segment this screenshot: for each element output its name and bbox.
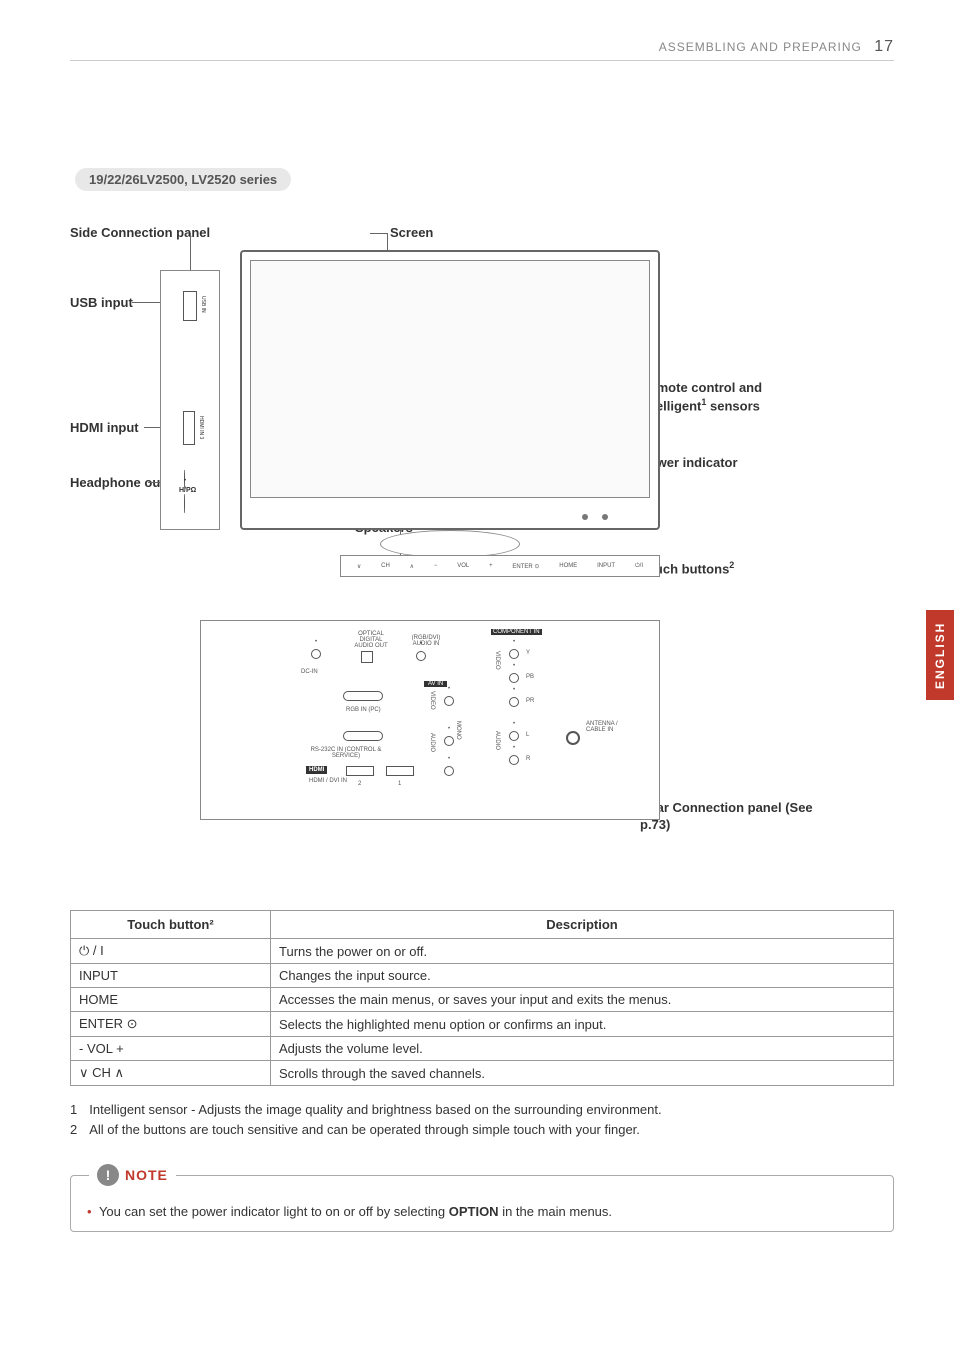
component-audio-label: AUDIO <box>494 731 500 750</box>
avin-audio-label: AUDIO <box>429 733 435 752</box>
component-video-label: VIDEO <box>494 651 500 670</box>
note-badge: ! NOTE <box>89 1164 176 1186</box>
hdmi-dvi-label: HDMI / DVI IN <box>309 778 347 784</box>
usb-port-label: USB IN <box>200 296 206 313</box>
touch-home: HOME <box>559 563 577 569</box>
table-row: INPUTChanges the input source. <box>71 964 894 988</box>
dc-in-port <box>311 649 321 659</box>
rgb-in-label: RGB IN (PC) <box>346 707 381 713</box>
callout-line <box>132 302 160 303</box>
antenna-label: ANTENNA / CABLE IN <box>586 721 636 733</box>
header-rule <box>70 60 894 61</box>
label-screen: Screen <box>390 225 433 240</box>
tv-front <box>240 250 660 530</box>
avin-mono-label: MONO <box>455 721 461 740</box>
footnotes: 1 Intelligent sensor - Adjusts the image… <box>70 1100 894 1139</box>
hdmi-port-2 <box>346 766 374 778</box>
headphone-label: H/PΩ <box>179 487 196 494</box>
table-row: ∨ CH ∧Scrolls through the saved channels… <box>71 1061 894 1086</box>
rgbdvi-audio-label: (RGB/DVI) AUDIO IN <box>406 635 446 647</box>
section-title: ASSEMBLING AND PREPARING <box>659 40 862 54</box>
language-tab: ENGLISH <box>926 610 954 700</box>
power-indicator-icon <box>602 514 608 520</box>
component-pb-label: PB <box>526 674 534 680</box>
avin-audio-r-port <box>444 766 454 776</box>
footnote-2: 2 All of the buttons are touch sensitive… <box>70 1120 894 1140</box>
footnote-1: 1 Intelligent sensor - Adjusts the image… <box>70 1100 894 1120</box>
side-connection-panel: USB IN HDMI IN 3 H/PΩ <box>160 270 220 530</box>
table-header-button: Touch button² <box>71 911 271 939</box>
component-pb-port <box>509 673 519 683</box>
rgbdvi-audio-port <box>416 651 426 661</box>
tv-diagram: Side Connection panel USB input HDMI inp… <box>70 220 894 840</box>
tv-screen <box>250 260 650 498</box>
note-text: • You can set the power indicator light … <box>87 1204 877 1219</box>
label-hdmi: HDMI input <box>70 420 139 435</box>
bullet-icon: • <box>87 1204 92 1219</box>
optical-port <box>361 651 373 665</box>
rs232-label: RS-232C IN (CONTROL & SERVICE) <box>301 747 391 759</box>
avin-label: AV IN <box>424 681 447 687</box>
antenna-port <box>566 731 580 747</box>
hdmi-logo: HDMI <box>306 766 327 774</box>
component-y-port <box>509 649 519 659</box>
component-r-port <box>509 755 519 765</box>
touch-power: ⏻/I <box>635 563 643 570</box>
component-r-label: R <box>526 756 530 762</box>
rgb-in-port <box>343 691 383 703</box>
usb-port-icon <box>183 291 197 321</box>
table-header-description: Description <box>271 911 894 939</box>
component-label: COMPONENT IN <box>491 629 542 635</box>
component-pr-port <box>509 697 519 707</box>
touch-vol-label: VOL <box>457 563 469 569</box>
touch-ch-label: CH <box>381 563 390 569</box>
avin-video-label: VIDEO <box>429 691 435 710</box>
table-row: - VOL +Adjusts the volume level. <box>71 1037 894 1061</box>
dc-in-label: DC-IN <box>301 669 318 675</box>
note-box: ! NOTE • You can set the power indicator… <box>70 1175 894 1232</box>
label-usb: USB input <box>70 295 133 310</box>
touch-ch-down: ∨ <box>357 563 361 570</box>
hdmi-port-icon <box>183 411 195 445</box>
component-l-label: L <box>526 732 529 738</box>
rs232-port <box>343 731 383 743</box>
touch-button-bar: ∨ CH ∧ − VOL + ENTER ⊙ HOME INPUT ⏻/I <box>340 555 660 577</box>
component-l-port <box>509 731 519 741</box>
remote-sensor-icon <box>582 514 588 520</box>
label-rear: Rear Connection panel (See p.73) <box>640 800 840 834</box>
tv-stand <box>380 530 520 558</box>
hdmi-2-label: 2 <box>358 781 361 787</box>
page-number: 17 <box>874 38 894 55</box>
touch-button-table: Touch button² Description ⏻ / ITurns the… <box>70 910 894 1086</box>
hdmi-1-label: 1 <box>398 781 401 787</box>
rear-connection-panel: DC-IN OPTICAL DIGITAL AUDIO OUT (RGB/DVI… <box>200 620 660 820</box>
touch-vol-up: + <box>489 563 493 569</box>
callout-line <box>190 233 191 270</box>
touch-vol-down: − <box>434 563 438 569</box>
hdmi-port-label: HDMI IN 3 <box>198 416 204 439</box>
touch-ch-up: ∧ <box>410 563 414 570</box>
component-pr-label: PR <box>526 698 534 704</box>
callout-line <box>370 233 387 234</box>
touch-input: INPUT <box>597 563 615 569</box>
series-badge: 19/22/26LV2500, LV2520 series <box>75 168 291 191</box>
label-remote: Remote control and intelligent1 sensors <box>640 380 820 415</box>
table-row: ⏻ / ITurns the power on or off. <box>71 939 894 964</box>
page-header: ASSEMBLING AND PREPARING 17 <box>659 38 894 56</box>
touch-enter: ENTER ⊙ <box>512 563 539 570</box>
table-row: ENTER ⊙Selects the highlighted menu opti… <box>71 1012 894 1037</box>
note-icon: ! <box>97 1164 119 1186</box>
optical-label: OPTICAL DIGITAL AUDIO OUT <box>351 631 391 649</box>
note-label: NOTE <box>125 1167 168 1183</box>
component-y-label: Y <box>526 650 530 656</box>
avin-video-port <box>444 696 454 706</box>
table-row: HOMEAccesses the main menus, or saves yo… <box>71 988 894 1012</box>
callout-line <box>144 427 160 428</box>
avin-audio-l-port <box>444 736 454 746</box>
hdmi-port-1 <box>386 766 414 778</box>
